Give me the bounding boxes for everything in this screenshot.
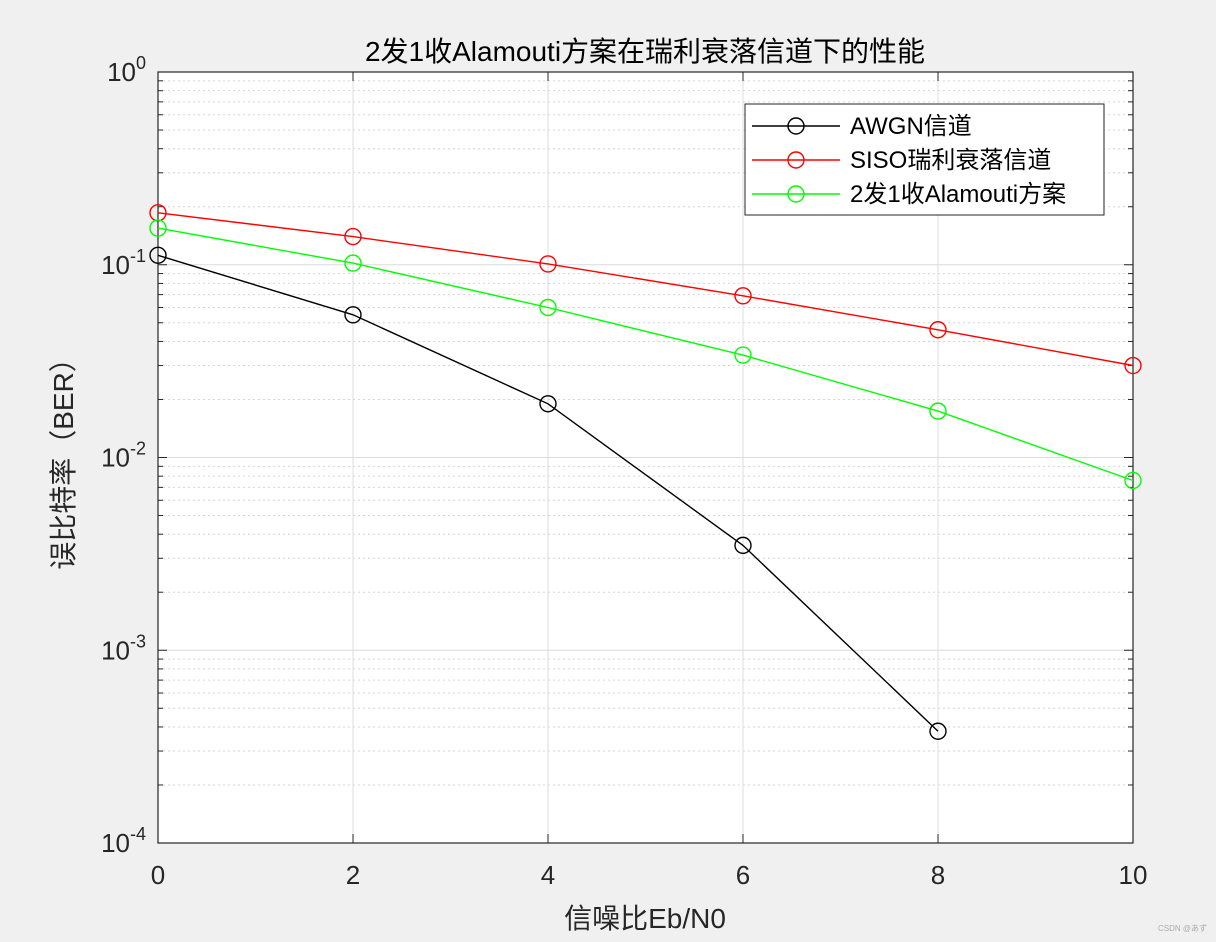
data-point: [929, 321, 947, 339]
x-axis-label: 信噪比Eb/N0: [564, 903, 726, 934]
legend-label: AWGN信道: [850, 113, 972, 140]
watermark: CSDN @あず: [1158, 923, 1207, 933]
data-point: [1124, 356, 1142, 375]
data-point: [149, 219, 167, 237]
y-tick-label: 10-4: [101, 824, 146, 858]
y-axis-label: 误比特率（BER）: [48, 344, 79, 570]
data-point: [539, 255, 557, 273]
y-tick-label: 100: [107, 53, 146, 87]
x-tick-label: 2: [346, 860, 360, 890]
data-point: [344, 254, 362, 272]
data-point: [929, 722, 947, 740]
legend: AWGN信道 SISO瑞利衰落信道 2发1收Alamouti方案: [744, 103, 1105, 216]
x-tick-labels: 0 2 4 6 8 10: [151, 860, 1148, 890]
series-line: [157, 227, 1134, 482]
legend-marker: [787, 117, 805, 135]
data-point: [344, 227, 362, 246]
data-point: [734, 346, 752, 364]
data-point: [539, 395, 557, 413]
data-point: [149, 204, 167, 222]
tick-marks: [157, 71, 1134, 844]
data-point: [149, 246, 167, 264]
data-point: [734, 287, 752, 305]
series-1: [149, 246, 947, 740]
x-tick-label: 10: [1119, 860, 1148, 890]
legend-marker: [787, 185, 805, 203]
x-tick-label: 4: [541, 860, 555, 890]
y-tick-labels: 100 10-1 10-2 10-3 10-4: [101, 53, 146, 858]
series-2: [149, 204, 1142, 375]
series-line: [157, 254, 939, 732]
data-point: [539, 298, 557, 317]
legend-label: 2发1收Alamouti方案: [850, 181, 1066, 208]
legend-label: SISO瑞利衰落信道: [850, 147, 1051, 174]
series-lines: [149, 204, 1142, 740]
data-point: [1124, 471, 1142, 490]
series-3: [149, 219, 1142, 490]
data-point: [344, 306, 362, 324]
x-tick-label: 8: [931, 860, 945, 890]
x-tick-label: 6: [736, 860, 750, 890]
y-tick-label: 10-3: [101, 631, 146, 665]
chart-title: 2发1收Alamouti方案在瑞利衰落信道下的性能: [365, 36, 925, 67]
data-point: [929, 402, 947, 420]
legend-marker: [787, 151, 805, 169]
x-tick-label: 0: [151, 860, 165, 890]
data-point: [734, 536, 752, 555]
y-tick-label: 10-2: [101, 439, 146, 473]
series-line: [157, 212, 1134, 367]
y-tick-label: 10-1: [101, 246, 146, 280]
